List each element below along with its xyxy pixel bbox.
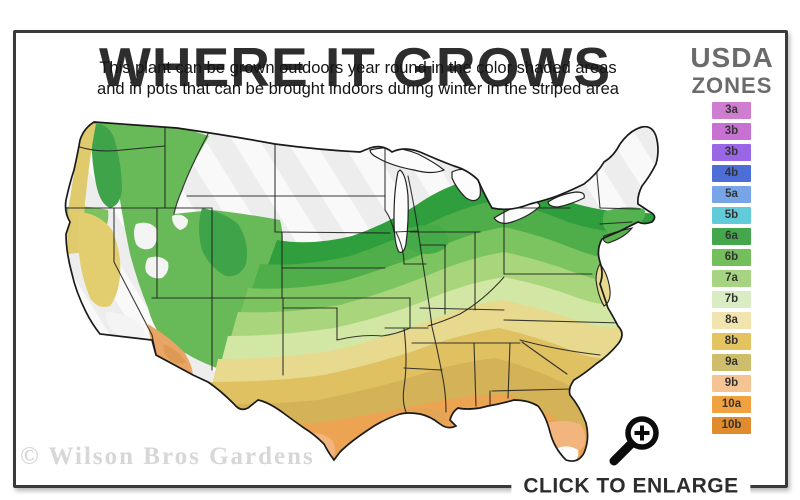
subtitle-line-2: and in pots that can be brought indoors … xyxy=(97,80,619,98)
legend-zone-swatch: 7b xyxy=(712,291,751,308)
delmarva-peninsula xyxy=(595,263,611,307)
state-borders xyxy=(65,124,641,413)
legend-zone-swatch: 9b xyxy=(712,375,751,392)
map-region-la-coast-orange xyxy=(404,408,446,424)
lake-michigan xyxy=(393,169,409,253)
legend-zones: 3a 3b 3b 4b 5a 5b 6a 6b 7a 7b 8a 8b 9a 9b 10a 10b xyxy=(712,102,751,438)
legend-heading: USDA ZONES xyxy=(682,44,782,97)
legend-zone-swatch: 6b xyxy=(712,249,751,266)
legend-zone-swatch: 9a xyxy=(712,354,751,371)
border-frame xyxy=(13,30,788,488)
map-white-patch-socal xyxy=(105,312,145,340)
magnifier-plus-icon[interactable] xyxy=(606,412,664,470)
map-region-coastal-yellow xyxy=(67,122,96,254)
subtitle: This plant can be grown outdoors year ro… xyxy=(28,58,688,100)
legend-zone-swatch: 3b xyxy=(712,123,751,140)
legend-zone-swatch: 10b xyxy=(712,417,751,434)
legend-zone-swatch: 3b xyxy=(712,144,751,161)
subtitle-line-1: This plant can be grown outdoors year ro… xyxy=(99,59,617,77)
legend-zone-swatch: 7a xyxy=(712,270,751,287)
legend-heading-zones: ZONES xyxy=(691,73,773,98)
legend-zone-swatch: 8a xyxy=(712,312,751,329)
map-region-ca-valley-yellow xyxy=(78,212,121,307)
legend-zone-swatch: 3a xyxy=(712,102,751,119)
legend-zone-swatch: 6a xyxy=(712,228,751,245)
page-title: WHERE IT GROWS xyxy=(82,34,628,99)
legend-heading-usda: USDA xyxy=(690,42,774,73)
map-white-patch-saltlake xyxy=(172,214,188,230)
watermark: © Wilson Bros Gardens xyxy=(20,443,315,470)
map-region-newengland-green xyxy=(602,207,646,234)
legend-zone-swatch: 5b xyxy=(712,207,751,224)
legend-zone-swatch: 4b xyxy=(712,165,751,182)
map-region-rockies-dark-green xyxy=(199,208,247,277)
legend-zone-swatch: 8b xyxy=(712,333,751,350)
lake-superior xyxy=(369,147,446,174)
legend-zone-swatch: 10a xyxy=(712,396,751,413)
click-to-enlarge-label[interactable]: CLICK TO ENLARGE xyxy=(511,474,751,499)
map-region-az-inner-orange xyxy=(163,344,186,364)
map-region-cascades-dark-green xyxy=(91,123,122,208)
map-white-patch-nevada xyxy=(134,222,158,250)
lake-ontario xyxy=(547,191,585,208)
legend-zone-swatch: 5a xyxy=(712,186,751,203)
usda-zone-map[interactable] xyxy=(52,112,667,479)
